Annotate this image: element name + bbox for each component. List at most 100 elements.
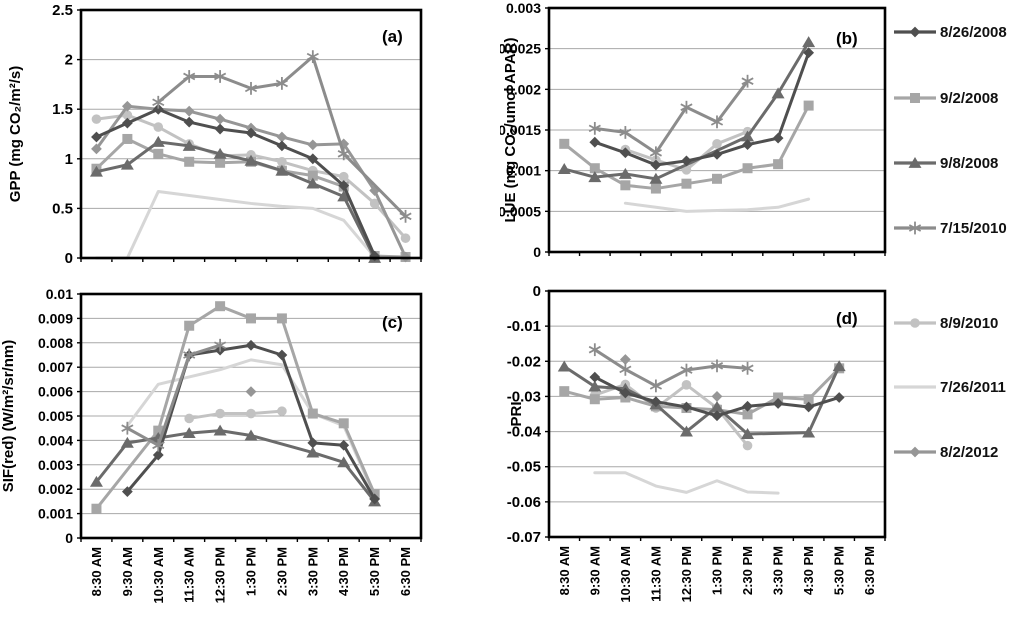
legend-item: 8/26/2008 xyxy=(892,20,1007,44)
x-tick-label: 9:30 AM xyxy=(120,547,135,596)
legend-item-label: 9/2/2008 xyxy=(940,89,999,107)
series-8/9/2010 xyxy=(184,406,287,424)
legend-item: 7/15/2010 xyxy=(892,216,1007,240)
series-7/15/2010 xyxy=(588,343,754,393)
panel-b-lue-chart: 0 0.0005 0.001 0.0015 0.002 0.0025 0.003 (b) LUE… xyxy=(500,0,887,260)
series-7/15/2010 xyxy=(121,338,227,452)
y-tick-label: -0.06 xyxy=(507,494,541,511)
y-tick-label: 0.004 xyxy=(38,432,73,448)
y-tick-label: 2 xyxy=(65,52,73,69)
x-tick-label: 12:30 PM xyxy=(213,547,228,603)
series-9/8/2008 xyxy=(89,424,382,507)
plot-frame xyxy=(547,6,887,254)
legend-item-label: 8/26/2008 xyxy=(940,23,1007,41)
y-tick-label: 0 xyxy=(65,530,73,546)
legend-item-label: 8/2/2012 xyxy=(940,443,999,461)
x-tick-label: 5:30 PM xyxy=(832,546,847,595)
y-tick-label: 0.003 xyxy=(506,0,541,16)
y-tick-label: 1 xyxy=(65,151,73,168)
legend-item: 8/9/2010 xyxy=(892,311,998,335)
y-tick-label: -0.07 xyxy=(507,529,541,546)
square-marker-icon xyxy=(894,93,936,103)
series-7/26/2011 xyxy=(125,358,377,499)
y-tick-label: -0.02 xyxy=(507,353,541,370)
panel-letter-label: (d) xyxy=(836,309,858,328)
y-tick-label: 0.002 xyxy=(38,481,73,497)
y-tick-label: 0 xyxy=(533,283,541,300)
x-tick-label: 4:30 PM xyxy=(336,547,351,596)
series-9/8/2008 xyxy=(557,36,816,184)
y-tick-label: 0.008 xyxy=(38,335,73,351)
series-lines xyxy=(557,343,846,495)
x-tick-label: 4:30 PM xyxy=(801,546,816,595)
x-tick-label: 1:30 PM xyxy=(244,547,259,596)
y-tick-label: -0.04 xyxy=(507,424,542,441)
y-tick-label: 0.001 xyxy=(506,163,541,179)
series-7/26/2011 xyxy=(593,471,780,495)
triangle-marker-icon xyxy=(894,157,936,168)
panel-letter-label: (c) xyxy=(382,313,403,332)
panel-letter-label: (a) xyxy=(382,27,403,46)
x-tick-label: 6:30 PM xyxy=(862,546,877,595)
y-tick-label: 0.002 xyxy=(506,81,541,97)
y-axis-label: PRI xyxy=(508,401,525,426)
x-tick-label: 3:30 PM xyxy=(305,547,320,596)
axis-ticks: 0 0.001 0.002 0.003 0.004 0.005 0.006 0.007 0.00… xyxy=(38,286,422,546)
y-tick-label: 0.0025 xyxy=(500,41,541,57)
series-8/26/2008 xyxy=(589,47,815,171)
x-tick-label: 10:30 AM xyxy=(151,547,166,604)
x-tick-label: 8:30 AM xyxy=(557,546,572,595)
x-tick-label: 6:30 PM xyxy=(398,547,413,596)
y-tick-label: 0.5 xyxy=(52,200,73,217)
series-8/2/2012 xyxy=(619,354,723,402)
x-tick-label: 11:30 AM xyxy=(182,547,197,603)
x-tick-labels: 8:30 AM 9:30 AM 10:30 AM 11:30 AM 12:30 PM 1:… xyxy=(89,547,413,604)
x-tick-label: 9:30 AM xyxy=(587,546,602,595)
series-lines xyxy=(557,36,816,213)
plot-frame xyxy=(79,292,423,540)
panel-d-pri-chart: -0.07 -0.06 -0.05 -0.04 -0.03 -0.02 -0.01 0 8:30… xyxy=(507,283,887,603)
x-tick-label: 11:30 AM xyxy=(648,546,663,602)
y-tick-label: -0.01 xyxy=(507,318,541,335)
legend-item: 8/2/2012 xyxy=(892,440,998,464)
x-tick-label: 10:30 AM xyxy=(618,546,633,603)
y-tick-label: 0.006 xyxy=(38,384,73,400)
legend-item-label: 7/26/2011 xyxy=(940,378,1006,396)
y-tick-label: 0.009 xyxy=(38,310,73,326)
diamond-marker-icon xyxy=(894,446,936,458)
series-8/26/2008 xyxy=(121,339,381,505)
y-tick-label: -0.05 xyxy=(507,459,541,476)
x-tick-label: 8:30 AM xyxy=(89,547,104,596)
plain-line-marker-icon xyxy=(894,385,936,389)
legend-item-label: 9/8/2008 xyxy=(940,154,999,172)
y-axis-label: LUE (mg CO₂/umol APAR) xyxy=(502,38,519,223)
y-tick-label: 0.007 xyxy=(38,359,73,375)
legend-item-label: 7/15/2010 xyxy=(940,219,1007,237)
x-tick-label: 5:30 PM xyxy=(367,547,382,596)
legend-item: 9/2/2008 xyxy=(892,86,998,110)
x-tick-label: 2:30 PM xyxy=(740,546,755,595)
series-8/2/2012 xyxy=(91,100,411,263)
x-tick-label: 3:30 PM xyxy=(771,546,786,595)
axis-ticks: -0.07 -0.06 -0.05 -0.04 -0.03 -0.02 -0.01 0 xyxy=(507,283,886,546)
legend-item: 7/26/2011 xyxy=(892,375,1006,399)
series-7/26/2011 xyxy=(94,190,408,260)
y-tick-label: 0.003 xyxy=(38,457,73,473)
y-tick-label: 0.001 xyxy=(38,506,73,522)
panel-c-sif-chart: 0 0.001 0.002 0.003 0.004 0.005 0.006 0.007 0.00… xyxy=(0,286,423,604)
y-axis-label: SIF(red) (W/m²/sr/nm) xyxy=(0,340,17,493)
panel-letter-label: (b) xyxy=(836,29,858,48)
y-tick-label: 0.0005 xyxy=(500,203,541,219)
asterisk-marker-icon xyxy=(894,221,936,235)
legend-item-label: 8/9/2010 xyxy=(940,314,999,332)
x-tick-label: 12:30 PM xyxy=(679,546,694,602)
legend-item: 9/8/2008 xyxy=(892,151,998,175)
diamond-marker-icon xyxy=(894,26,936,38)
x-tick-labels: 8:30 AM 9:30 AM 10:30 AM 11:30 AM 12:30 PM 1:… xyxy=(557,546,877,603)
series-7/26/2011 xyxy=(623,197,811,213)
series-8/26/2008 xyxy=(91,103,381,262)
axis-ticks: 0 0.0005 0.001 0.0015 0.002 0.0025 0.003 xyxy=(500,0,886,260)
series-lines xyxy=(89,50,412,263)
y-tick-label: 0 xyxy=(65,250,73,267)
series-7/15/2010 xyxy=(588,74,754,160)
